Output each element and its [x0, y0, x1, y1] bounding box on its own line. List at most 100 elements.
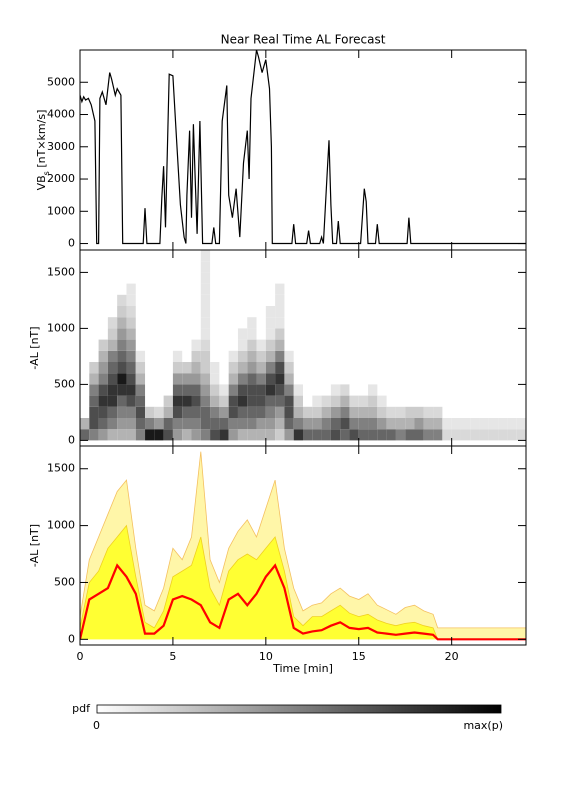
- pdf-cell: [117, 306, 127, 318]
- y-tick-label: 1000: [47, 519, 75, 532]
- pdf-cell: [98, 350, 108, 362]
- pdf-cell: [210, 384, 220, 396]
- pdf-cell: [247, 362, 257, 374]
- pdf-cell: [237, 350, 248, 362]
- pdf-cell: [107, 384, 118, 396]
- pdf-cell: [200, 339, 211, 351]
- pdf-cell: [107, 429, 118, 441]
- pdf-cell: [340, 406, 350, 418]
- pdf-cell: [210, 362, 220, 374]
- pdf-cell: [80, 418, 90, 430]
- pdf-cell: [423, 429, 434, 441]
- pdf-cell: [423, 418, 434, 430]
- pdf-cell: [200, 283, 211, 295]
- pdf-cell: [117, 350, 127, 362]
- pdf-cell: [219, 406, 229, 418]
- pdf-cell: [395, 406, 406, 418]
- pdf-cell: [107, 418, 118, 430]
- pdf-cell: [433, 429, 443, 441]
- pdf-cell: [312, 418, 322, 430]
- pdf-cell: [200, 306, 211, 318]
- pdf-cell: [228, 362, 238, 374]
- pdf-cell: [405, 418, 415, 430]
- pdf-cell: [237, 339, 248, 351]
- pdf-cell: [117, 294, 127, 306]
- pdf-cell: [256, 418, 266, 430]
- pdf-cell: [265, 362, 276, 374]
- pdf-cell: [247, 418, 257, 430]
- y-axis-label: -AL [nT]: [28, 524, 41, 567]
- pdf-cell: [126, 350, 136, 362]
- pdf-cell: [172, 350, 183, 362]
- pdf-cell: [200, 328, 211, 340]
- pdf-cell: [80, 429, 90, 441]
- pdf-cell: [98, 362, 108, 374]
- pdf-cell: [284, 395, 294, 407]
- pdf-cell: [395, 418, 406, 430]
- pdf-cell: [303, 406, 313, 418]
- pdf-cell: [145, 406, 155, 418]
- pdf-cell: [405, 406, 415, 418]
- y-tick-label: 1000: [47, 204, 75, 217]
- pdf-cell: [368, 406, 378, 418]
- pdf-cell: [247, 350, 257, 362]
- pdf-cell: [191, 418, 201, 430]
- pdf-cell: [247, 384, 257, 396]
- pdf-cell: [358, 429, 369, 441]
- pdf-cell: [98, 406, 108, 418]
- pdf-cell: [340, 395, 350, 407]
- pdf-cell: [126, 395, 136, 407]
- plot-area: [80, 451, 526, 641]
- pdf-cell: [386, 429, 396, 441]
- pdf-cell: [228, 373, 238, 385]
- pdf-cell: [126, 418, 136, 430]
- y-tick-label: 1500: [47, 265, 75, 278]
- pdf-cell: [247, 395, 257, 407]
- pdf-cell: [265, 306, 276, 318]
- band-area: [80, 525, 526, 640]
- pdf-cell: [498, 429, 508, 441]
- pdf-cell: [330, 406, 341, 418]
- pdf-cell: [265, 328, 276, 340]
- pdf-cell: [256, 406, 266, 418]
- pdf-cell: [135, 418, 146, 430]
- pdf-cell: [117, 384, 127, 396]
- pdf-cell: [265, 406, 276, 418]
- pdf-cell: [237, 406, 248, 418]
- pdf-cell: [507, 429, 517, 441]
- axes-frame: [79, 49, 527, 251]
- pdf-cell: [433, 406, 443, 418]
- pdf-cell: [89, 373, 99, 385]
- pdf-cell: [423, 406, 434, 418]
- pdf-cell: [256, 429, 266, 441]
- y-axis-label-part: [nT×km/s]: [35, 110, 48, 172]
- pdf-cell: [321, 395, 331, 407]
- pdf-cell: [135, 350, 146, 362]
- pdf-cell: [117, 373, 127, 385]
- pdf-cell: [182, 395, 192, 407]
- pdf-cell: [237, 384, 248, 396]
- pdf-cell: [265, 384, 276, 396]
- pdf-cell: [256, 339, 266, 351]
- pdf-cell: [275, 395, 285, 407]
- pdf-cell: [256, 362, 266, 374]
- pdf-cell: [395, 429, 406, 441]
- pdf-cell: [191, 373, 201, 385]
- pdf-cell: [275, 283, 285, 295]
- pdf-cell: [117, 328, 127, 340]
- pdf-cell: [200, 294, 211, 306]
- pdf-cell: [200, 384, 211, 396]
- pdf-cell: [210, 429, 220, 441]
- pdf-cell: [284, 362, 294, 374]
- pdf-cell: [107, 395, 118, 407]
- pdf-cell: [321, 418, 331, 430]
- pdf-cell: [247, 406, 257, 418]
- pdf-cell: [172, 406, 183, 418]
- axes-frame: [79, 445, 527, 646]
- y-axis-label-part: s: [42, 171, 51, 175]
- pdf-cell: [89, 418, 99, 430]
- pdf-cell: [200, 395, 211, 407]
- pdf-cell: [182, 373, 192, 385]
- pdf-cell: [275, 429, 285, 441]
- pdf-cell: [293, 429, 303, 441]
